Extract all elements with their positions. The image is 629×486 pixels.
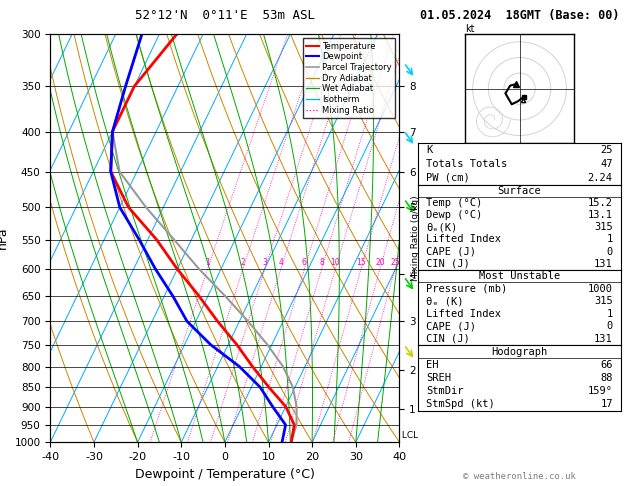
Text: kt: kt: [465, 24, 474, 34]
Text: θₑ(K): θₑ(K): [426, 222, 458, 232]
Text: Lifted Index: Lifted Index: [426, 234, 501, 244]
Text: © weatheronline.co.uk: © weatheronline.co.uk: [463, 472, 576, 481]
Text: 0: 0: [606, 321, 613, 331]
Text: 13.1: 13.1: [587, 210, 613, 220]
Text: Mixing Ratio (g/kg): Mixing Ratio (g/kg): [411, 195, 420, 281]
Text: StmSpd (kt): StmSpd (kt): [426, 399, 495, 409]
Text: EH: EH: [426, 360, 439, 370]
Text: 47: 47: [600, 159, 613, 169]
Text: θₑ (K): θₑ (K): [426, 296, 464, 306]
Text: CAPE (J): CAPE (J): [426, 246, 476, 257]
Text: 315: 315: [594, 222, 613, 232]
Text: 6: 6: [302, 258, 307, 267]
Text: CAPE (J): CAPE (J): [426, 321, 476, 331]
Text: Hodograph: Hodograph: [491, 347, 548, 357]
Text: StmDir: StmDir: [426, 386, 464, 396]
Text: 1: 1: [205, 258, 210, 267]
Text: 0: 0: [606, 246, 613, 257]
Text: 1000: 1000: [587, 283, 613, 294]
Text: CIN (J): CIN (J): [426, 259, 470, 269]
Text: 1: 1: [606, 309, 613, 319]
Text: 01.05.2024  18GMT (Base: 00): 01.05.2024 18GMT (Base: 00): [420, 9, 620, 22]
Text: 4: 4: [279, 258, 283, 267]
Text: Dewp (°C): Dewp (°C): [426, 210, 482, 220]
Text: CIN (J): CIN (J): [426, 334, 470, 344]
Text: 3: 3: [262, 258, 267, 267]
Text: 8: 8: [320, 258, 324, 267]
Text: SREH: SREH: [426, 373, 452, 383]
Text: 88: 88: [600, 373, 613, 383]
Text: Surface: Surface: [498, 186, 542, 196]
Text: 131: 131: [594, 334, 613, 344]
Text: 25: 25: [390, 258, 399, 267]
Text: Pressure (mb): Pressure (mb): [426, 283, 508, 294]
Text: 315: 315: [594, 296, 613, 306]
Legend: Temperature, Dewpoint, Parcel Trajectory, Dry Adiabat, Wet Adiabat, Isotherm, Mi: Temperature, Dewpoint, Parcel Trajectory…: [303, 38, 395, 118]
Text: 17: 17: [600, 399, 613, 409]
X-axis label: Dewpoint / Temperature (°C): Dewpoint / Temperature (°C): [135, 468, 314, 481]
Text: 15.2: 15.2: [587, 198, 613, 208]
Text: 15: 15: [356, 258, 366, 267]
Text: 25: 25: [600, 145, 613, 155]
Text: Most Unstable: Most Unstable: [479, 271, 560, 281]
Text: Lifted Index: Lifted Index: [426, 309, 501, 319]
Text: 10: 10: [330, 258, 340, 267]
Text: PW (cm): PW (cm): [426, 173, 470, 183]
Text: 131: 131: [594, 259, 613, 269]
Text: Temp (°C): Temp (°C): [426, 198, 482, 208]
Y-axis label: hPa: hPa: [0, 227, 9, 249]
Text: 52°12'N  0°11'E  53m ASL: 52°12'N 0°11'E 53m ASL: [135, 9, 315, 22]
Text: K: K: [426, 145, 433, 155]
Text: 2.24: 2.24: [587, 173, 613, 183]
Text: 159°: 159°: [587, 386, 613, 396]
Y-axis label: km
ASL: km ASL: [423, 227, 442, 249]
Text: 1: 1: [606, 234, 613, 244]
Text: 20: 20: [375, 258, 385, 267]
Text: 2: 2: [240, 258, 245, 267]
Text: Totals Totals: Totals Totals: [426, 159, 508, 169]
Text: 66: 66: [600, 360, 613, 370]
Text: LCL: LCL: [399, 431, 418, 440]
